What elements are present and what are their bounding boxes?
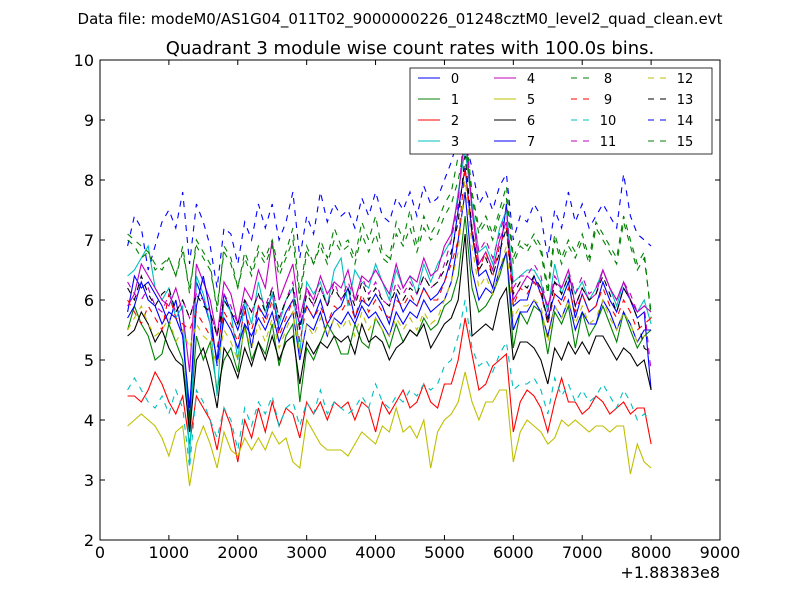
y-tick-label: 10 [74,51,94,70]
x-tick-label: 1000 [149,543,190,562]
legend-label-3: 3 [451,135,459,150]
series-line-6 [127,233,652,433]
x-tick-label: 8000 [631,543,672,562]
series-line-4 [127,131,652,373]
legend-label-12: 12 [677,72,694,87]
figure-suptitle: Data file: modeM0/AS1G04_011T02_90000002… [78,10,723,29]
legend-label-4: 4 [527,72,535,87]
y-tick-label: 5 [84,351,94,370]
series-line-9 [127,167,652,350]
legend-label-11: 11 [600,135,617,150]
x-tick-labels: 0 1000 2000 3000 4000 5000 6000 7000 8000 9000 [95,543,740,562]
y-tick-labels: 2 3 4 5 6 7 8 9 10 [74,51,94,550]
series-line-5 [127,371,652,487]
legend-label-6: 6 [527,114,535,129]
legend-label-10: 10 [600,114,617,129]
y-tick-label: 2 [84,531,94,550]
series-line-2 [127,317,652,463]
x-tick-label: 0 [95,543,105,562]
y-tick-label: 7 [84,231,94,250]
legend-label-7: 7 [527,135,535,150]
legend-label-8: 8 [604,72,612,87]
series-line-8 [127,125,652,319]
x-tick-label: 4000 [355,543,396,562]
legend-label-2: 2 [451,114,459,129]
series-line-10 [127,299,652,469]
legend-label-13: 13 [677,93,694,108]
chart-title: Quadrant 3 module wise count rates with … [166,38,655,59]
x-tick-label: 6000 [493,543,534,562]
legend-label-0: 0 [451,72,459,87]
series-line-3 [127,149,652,463]
legend-label-1: 1 [451,93,459,108]
y-tick-label: 9 [84,111,94,130]
series-layer [127,113,652,487]
series-line-14 [127,137,652,289]
legend-label-14: 14 [677,114,694,129]
x-offset-label: +1.88383e8 [620,563,720,582]
legend-label-9: 9 [604,93,612,108]
legend-label-15: 15 [677,135,694,150]
plot-frame [99,59,721,541]
series-line-13 [127,155,652,355]
y-tick-label: 3 [84,471,94,490]
legend-frame [409,67,713,155]
legend-label-5: 5 [527,93,535,108]
x-tick-label: 5000 [424,543,465,562]
x-tick-label: 7000 [562,543,603,562]
y-tick-label: 4 [84,411,94,430]
series-line-12 [127,179,652,367]
x-tick-label: 9000 [700,543,741,562]
y-tick-label: 8 [84,171,94,190]
x-tick-label: 2000 [217,543,258,562]
y-tick-label: 6 [84,291,94,310]
x-tick-label: 3000 [286,543,327,562]
series-line-15 [127,143,652,313]
